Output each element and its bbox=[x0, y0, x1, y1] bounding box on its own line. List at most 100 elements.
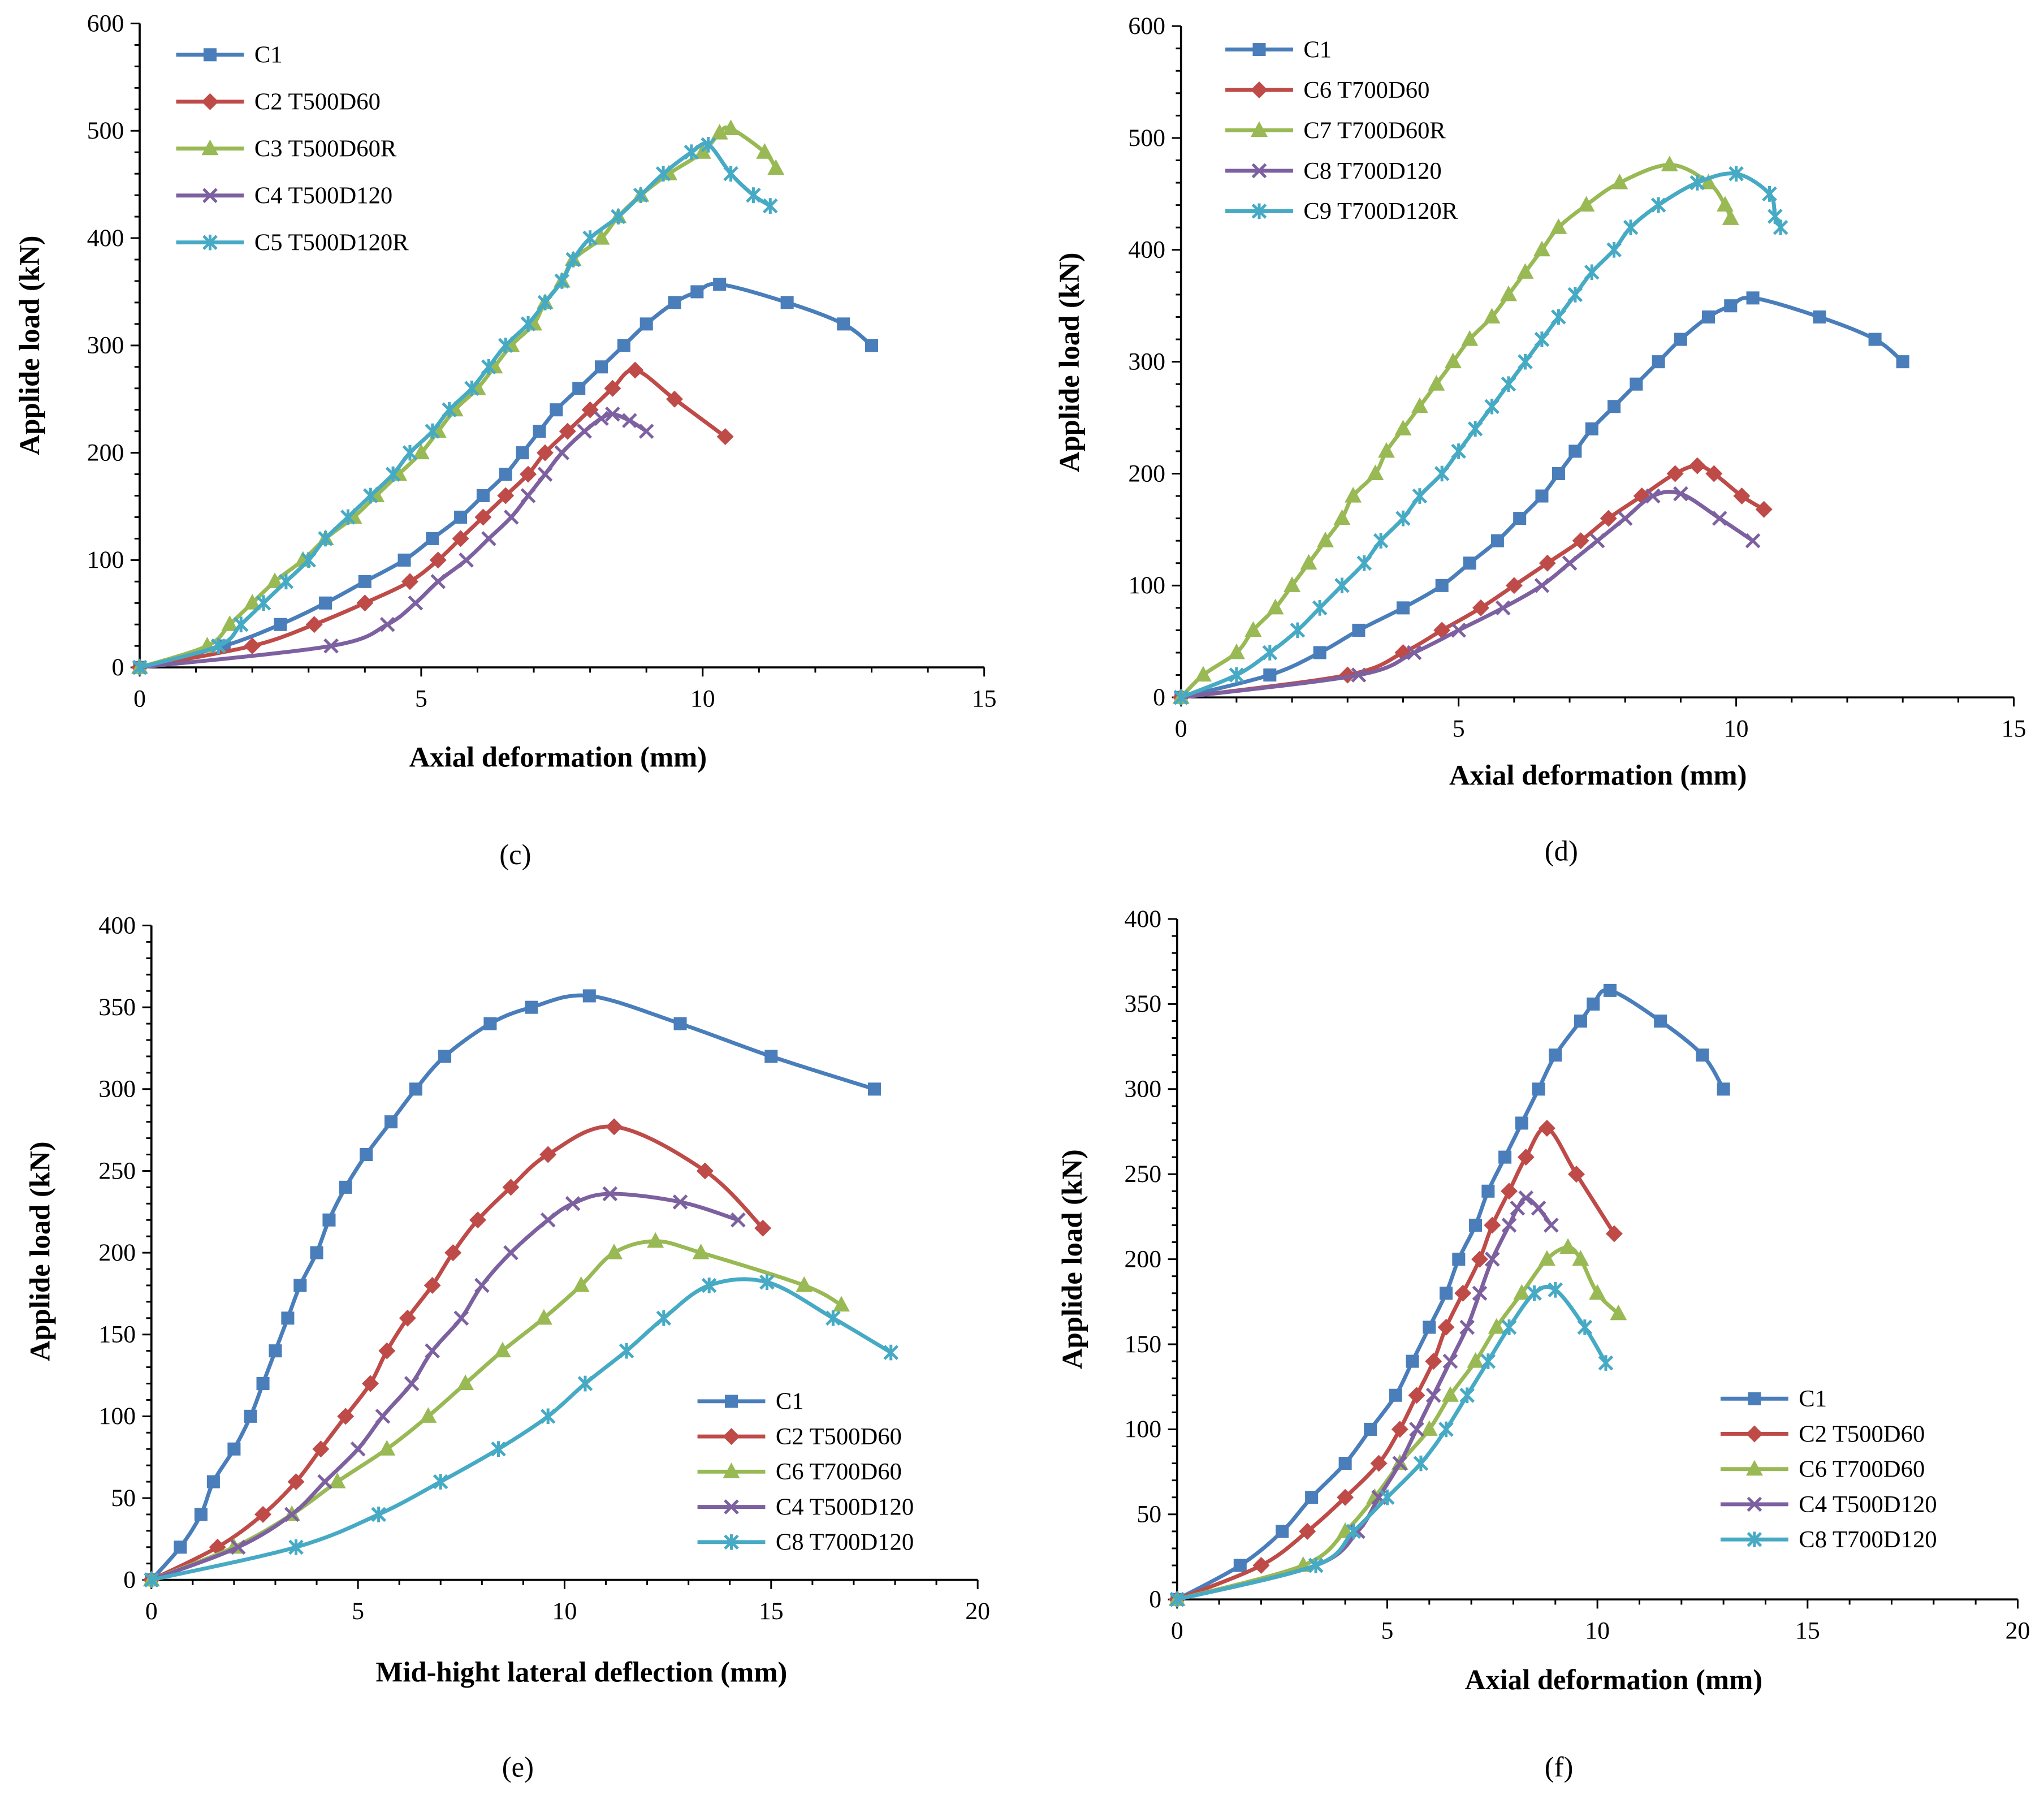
marker-square bbox=[1313, 646, 1326, 659]
y-tick-label: 200 bbox=[98, 1239, 136, 1266]
marker-square bbox=[1724, 299, 1738, 313]
marker-diamond bbox=[502, 1179, 520, 1196]
marker-square bbox=[483, 1017, 497, 1030]
marker-diamond bbox=[1517, 1149, 1535, 1166]
marker-diamond bbox=[337, 1408, 355, 1425]
marker-asterisk bbox=[132, 659, 148, 675]
marker-square bbox=[1515, 1116, 1528, 1130]
marker-asterisk bbox=[433, 1474, 448, 1490]
marker-diamond bbox=[1605, 1225, 1623, 1242]
series-c2-t500d60 bbox=[131, 361, 734, 676]
marker-triangle bbox=[1378, 442, 1395, 458]
marker-x bbox=[540, 1212, 556, 1228]
x-tick-label: 20 bbox=[965, 1598, 990, 1625]
y-tick-label: 0 bbox=[1149, 1586, 1161, 1613]
marker-asterisk bbox=[481, 359, 496, 375]
marker-asterisk bbox=[1623, 219, 1639, 236]
marker-x bbox=[1485, 1252, 1500, 1267]
marker-triangle bbox=[1228, 643, 1245, 659]
marker-triangle bbox=[1461, 330, 1479, 346]
marker-square bbox=[1696, 1048, 1709, 1062]
x-tick-label: 20 bbox=[2006, 1617, 2030, 1644]
marker-diamond bbox=[1391, 1421, 1408, 1438]
marker-square bbox=[1423, 1321, 1436, 1334]
x-tick-label: 5 bbox=[1381, 1617, 1394, 1644]
marker-x bbox=[375, 1409, 391, 1424]
marker-asterisk bbox=[340, 509, 356, 525]
y-tick-label: 400 bbox=[1128, 236, 1165, 264]
legend-item: C8 T700D120 bbox=[1225, 158, 1442, 184]
marker-triangle bbox=[1251, 121, 1268, 137]
marker-triangle bbox=[1745, 1460, 1763, 1476]
marker-triangle bbox=[1300, 554, 1317, 570]
marker-triangle bbox=[420, 1407, 437, 1423]
marker-triangle bbox=[1500, 285, 1518, 301]
marker-diamond bbox=[581, 401, 599, 418]
marker-x bbox=[1562, 555, 1578, 571]
marker-square bbox=[1813, 310, 1826, 324]
marker-triangle bbox=[692, 1243, 710, 1259]
x-tick-label: 15 bbox=[1795, 1617, 1820, 1644]
marker-square bbox=[1352, 623, 1365, 637]
y-axis-title: Applide load (kN) bbox=[1053, 252, 1085, 472]
marker-x bbox=[1617, 511, 1633, 526]
marker-square bbox=[525, 1000, 538, 1014]
marker-x bbox=[1351, 667, 1367, 683]
marker-asterisk bbox=[723, 166, 738, 182]
series-c8-t700d120 bbox=[144, 1274, 899, 1588]
marker-x bbox=[474, 1278, 490, 1293]
marker-square bbox=[780, 296, 794, 309]
marker-diamond bbox=[244, 637, 261, 655]
marker-triangle bbox=[833, 1296, 850, 1312]
marker-asterisk bbox=[211, 638, 226, 654]
marker-triangle bbox=[1444, 352, 1462, 369]
marker-x bbox=[459, 553, 474, 568]
marker-x bbox=[425, 1343, 440, 1358]
marker-diamond bbox=[1666, 465, 1684, 482]
marker-asterisk bbox=[464, 380, 479, 396]
marker-square bbox=[256, 1377, 270, 1391]
marker-diamond bbox=[378, 1342, 396, 1360]
marker-diamond bbox=[559, 422, 576, 440]
marker-asterisk bbox=[1251, 203, 1267, 219]
marker-square bbox=[1746, 291, 1760, 305]
marker-asterisk bbox=[278, 573, 294, 590]
y-tick-label: 0 bbox=[1153, 684, 1165, 711]
legend-label: C2 T500D60 bbox=[776, 1423, 902, 1450]
marker-square bbox=[1513, 512, 1527, 525]
marker-triangle bbox=[1333, 509, 1351, 525]
series-c8-t700d120 bbox=[1169, 1281, 1614, 1608]
marker-triangle bbox=[412, 443, 430, 460]
marker-triangle bbox=[1411, 397, 1428, 413]
y-tick-label: 250 bbox=[1124, 1160, 1161, 1188]
marker-diamond bbox=[497, 487, 515, 504]
marker-diamond bbox=[604, 379, 621, 397]
marker-square bbox=[1587, 997, 1600, 1011]
marker-asterisk bbox=[1413, 1455, 1429, 1472]
legend-item: C9 T700D120R bbox=[1225, 198, 1458, 225]
marker-square bbox=[281, 1311, 295, 1325]
marker-diamond bbox=[1299, 1522, 1316, 1540]
marker-x bbox=[1673, 486, 1688, 502]
marker-asterisk bbox=[442, 402, 457, 418]
marker-diamond bbox=[1471, 1250, 1488, 1268]
marker-square bbox=[1435, 579, 1449, 592]
marker-triangle bbox=[1578, 196, 1595, 212]
marker-square bbox=[1338, 1457, 1352, 1470]
marker-triangle bbox=[1367, 464, 1384, 480]
marker-x bbox=[672, 1194, 688, 1210]
marker-asterisk bbox=[1438, 1421, 1454, 1438]
marker-square bbox=[1607, 400, 1621, 413]
marker-diamond bbox=[312, 1440, 330, 1458]
marker-triangle bbox=[201, 139, 219, 156]
y-tick-label: 50 bbox=[111, 1485, 136, 1512]
series-c5-t500d120r bbox=[132, 137, 778, 675]
legend-label: C4 T500D120 bbox=[776, 1494, 914, 1520]
marker-square bbox=[865, 339, 879, 352]
x-tick-label: 15 bbox=[759, 1598, 784, 1625]
marker-square bbox=[639, 317, 653, 331]
marker-diamond bbox=[1505, 577, 1523, 594]
marker-square bbox=[516, 446, 529, 460]
marker-triangle bbox=[1441, 1386, 1459, 1402]
marker-triangle bbox=[1538, 1250, 1555, 1266]
